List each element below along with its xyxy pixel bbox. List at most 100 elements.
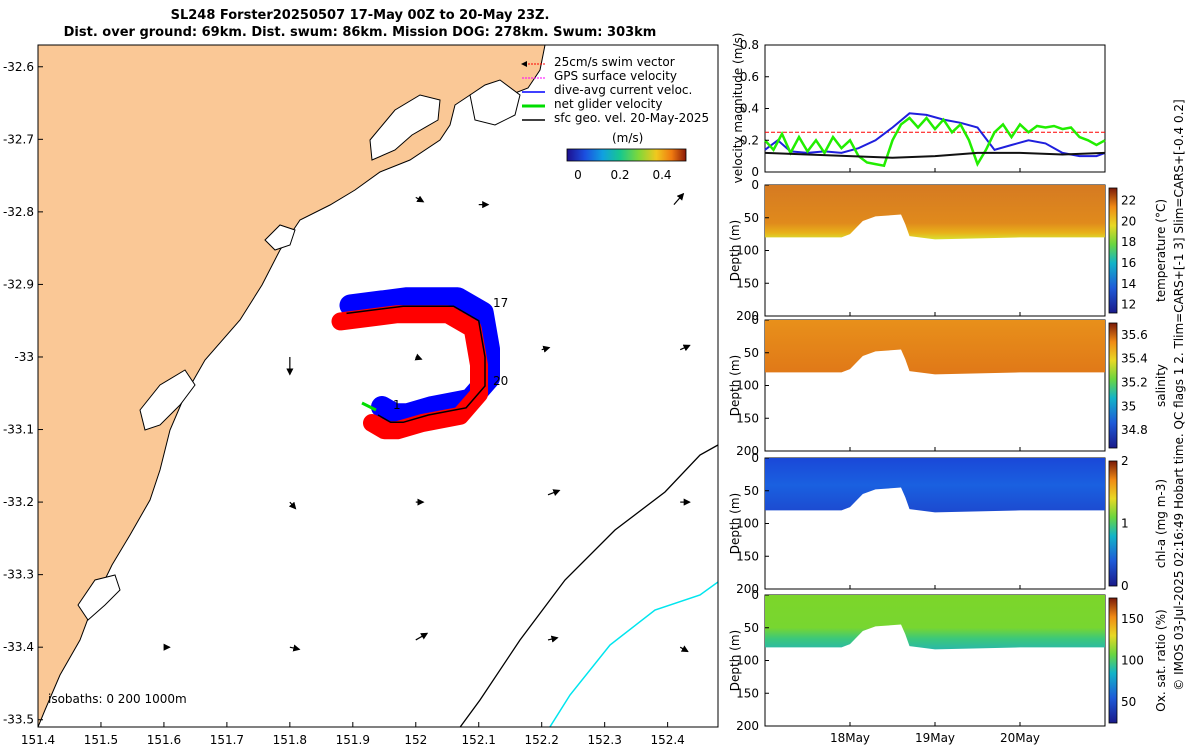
geo-vector-arrow (679, 645, 689, 653)
colorbar-tick-label: 35.2 (1121, 376, 1148, 390)
swim-vector-arrow (457, 313, 467, 328)
section-colorbar (1108, 322, 1118, 449)
swim-vector-arrow (403, 305, 413, 321)
depth-tick-label: 0 (751, 451, 759, 465)
day-label: 1 (393, 398, 401, 412)
swim-vector-arrow (356, 310, 366, 326)
depth-tick-label: 200 (736, 444, 759, 458)
salinity-section: 0 50 100 150 200 Depth (m) 34.8 35 35.2 35.4 35.6 s… (728, 313, 1168, 458)
colorbar-label: Ox. sat. ratio (%) (1154, 609, 1168, 711)
swim-vector-arrow (457, 407, 467, 423)
swim-vector-arrow (472, 332, 482, 348)
depth-tick-label: 200 (736, 309, 759, 323)
y-tick-label: -33.3 (3, 568, 34, 582)
swim-vector-arrow (475, 350, 485, 366)
geo-vector-arrow (541, 345, 551, 353)
map-axis-ticks: 151.4 151.5 151.6 151.7 151.8 151.9 152 152.1 15… (3, 60, 685, 747)
section-data-fill (765, 595, 1105, 650)
velocity-tick-label: 0 (751, 165, 759, 179)
trajectory-map: 151.4 151.5 151.6 151.7 151.8 151.9 152 152.1 15… (3, 44, 719, 747)
depth-tick-label: 100 (736, 654, 759, 668)
geo-vector-group (163, 192, 691, 653)
depth-tick-label: 100 (736, 379, 759, 393)
time-tick-label: 19May (915, 731, 955, 745)
swim-vector-arrow (461, 315, 471, 331)
section-data-fill (765, 458, 1105, 513)
colorbar-tick-label: 50 (1121, 695, 1136, 709)
swim-vector-arrow (385, 307, 395, 322)
colorbar-tick-label: 1 (1121, 517, 1129, 531)
colorbar-tick-label: 35.6 (1121, 328, 1148, 342)
track-group (331, 287, 500, 440)
swim-vector-arrow (432, 412, 442, 427)
map-frame (37, 44, 719, 728)
colorbar-tick-label: 150 (1121, 612, 1144, 626)
swim-vector-arrow (426, 413, 436, 429)
glider-track-line (346, 305, 486, 424)
depth-ylabel: Depth (m) (728, 355, 742, 416)
swim-vector-arrow (375, 308, 385, 323)
velocity-series-line (764, 151, 1106, 159)
isobath-note: isobaths: 0 200 1000m (48, 692, 187, 706)
colorbar-unit: (m/s) (612, 131, 643, 145)
depth-tick-label: 200 (736, 719, 759, 733)
swim-vector-arrow (476, 361, 486, 377)
chla-section: 0 50 100 150 200 Depth (m) 0 1 2 chl-a (mg m-3) (728, 451, 1168, 596)
depth-tick-label: 100 (736, 517, 759, 531)
swim-vector-arrow (445, 409, 455, 425)
depth-tick-label: 50 (744, 346, 759, 360)
swim-vector-arrow (474, 344, 484, 360)
swim-vector-arrow (392, 421, 402, 437)
y-tick-label: -32.8 (3, 205, 34, 219)
depth-tick-label: 0 (751, 178, 759, 192)
swim-vector-arrow (451, 408, 461, 424)
colorbar-tick-label: 18 (1121, 235, 1136, 249)
velocity-tick-label: 0.6 (740, 70, 759, 84)
geo-vector-arrow (547, 635, 559, 643)
colorbar-tick-label: 35 (1121, 399, 1136, 413)
colorbar-label: chl-a (mg m-3) (1154, 479, 1168, 568)
x-tick-label: 152.4 (650, 733, 684, 747)
figure-title-line2: Dist. over ground: 69km. Dist. swum: 86k… (63, 25, 657, 40)
legend-swim-vector: 25cm/s swim vector (554, 55, 675, 69)
geo-vector-arrow (415, 195, 425, 203)
geo-vector-arrow (414, 353, 423, 361)
y-tick-label: -32.6 (3, 60, 34, 74)
swim-vector-arrow (428, 305, 438, 321)
x-tick-label: 151.6 (147, 733, 181, 747)
depth-tick-label: 50 (744, 211, 759, 225)
section-data-fill (765, 185, 1105, 240)
velocity-series-line (764, 112, 1106, 158)
section-colorbar (1108, 460, 1118, 587)
swim-vector-arrow (419, 305, 429, 321)
swim-vector-arrow (449, 308, 459, 323)
colorbar-tick-label: 12 (1121, 298, 1136, 312)
colorbar-tick-label: 16 (1121, 256, 1136, 270)
legend-net-velocity: net glider velocity (554, 97, 662, 111)
y-tick-label: -33.5 (3, 713, 34, 727)
colorbar-tick-label: 34.8 (1121, 423, 1148, 437)
colorbar-tick-label: 14 (1121, 277, 1136, 291)
swim-vector-arrow (377, 419, 387, 435)
depth-tick-label: 50 (744, 484, 759, 498)
colorbar-tick-label: 100 (1121, 654, 1144, 668)
swim-vector-arrow (379, 420, 390, 436)
figure-title-line1: SL248 Forster20250507 17-May 00Z to 20-M… (170, 8, 550, 23)
swim-vector-arrow (419, 414, 429, 430)
section-colorbar (1108, 597, 1118, 724)
day-label: 17 (493, 296, 508, 310)
colorbar-label: temperature (°C) (1154, 199, 1168, 302)
geo-vector-arrow (679, 344, 691, 352)
geo-vector-arrow (547, 489, 561, 496)
depth-tick-label: 150 (736, 411, 759, 425)
colorbar-tick: 0.2 (610, 168, 629, 182)
colorbar-tick-label: 35.4 (1121, 352, 1148, 366)
swim-vector-arrow (390, 421, 400, 437)
velocity-ylabel: velocity magnitude (m/s) (731, 33, 745, 184)
swim-vector-arrow (407, 418, 417, 433)
depth-tick-label: 0 (751, 588, 759, 602)
legend-sfc-geo: sfc geo. vel. 20-May-2025 (554, 111, 709, 125)
legend-dive-avg: dive-avg current veloc. (554, 83, 692, 97)
swim-vector-arrow (453, 310, 463, 326)
